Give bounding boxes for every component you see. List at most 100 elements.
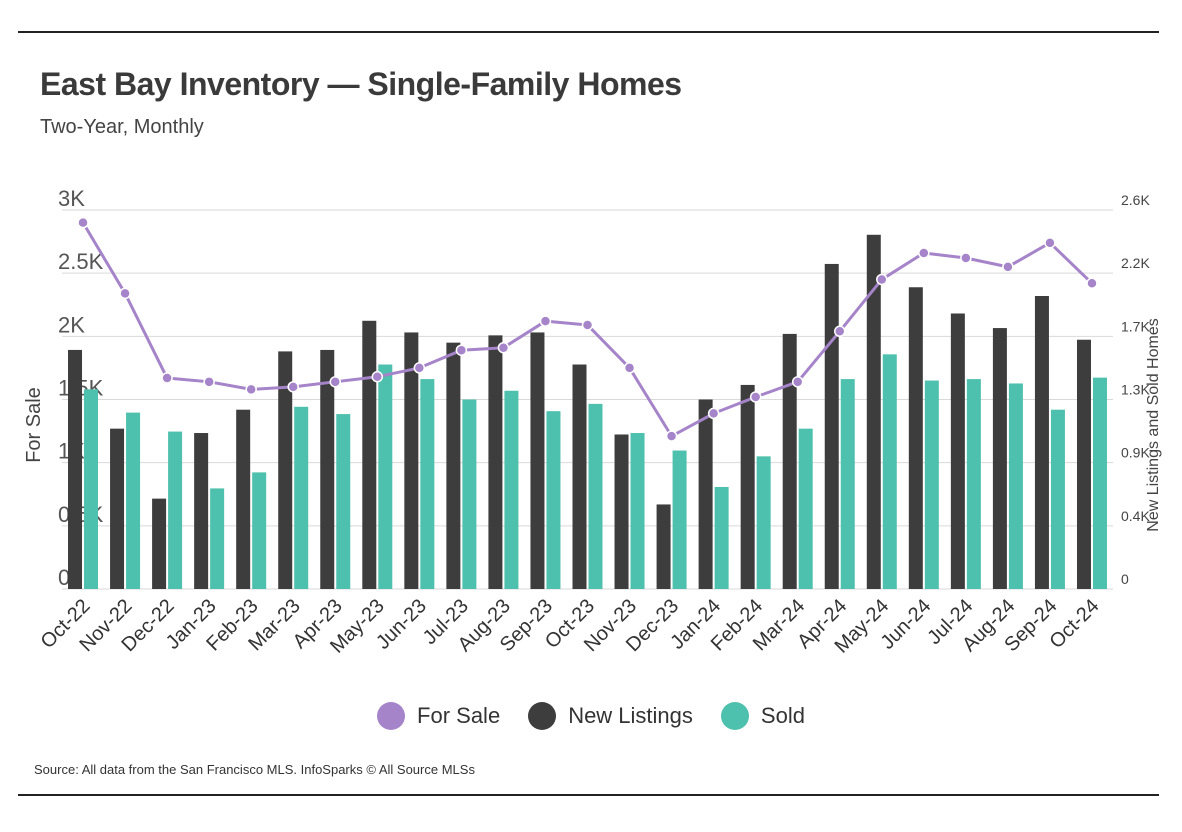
- point-for-sale: [77, 216, 89, 229]
- bar-new-listings: [782, 333, 797, 589]
- y2-axis-label: New Listings and Sold Homes: [1145, 318, 1162, 531]
- y2-tick-label: 2.6K: [1121, 192, 1150, 208]
- chart-plot: 000.5K0.4K1K0.9K1.5K1.3K2K1.7K2.5K2.2K3K…: [23, 186, 1162, 658]
- bar-sold: [84, 389, 99, 589]
- point-for-sale: [203, 376, 215, 388]
- point-for-sale: [918, 247, 930, 259]
- bar-new-listings: [698, 399, 713, 589]
- bar-new-listings: [1076, 339, 1091, 589]
- point-for-sale: [1086, 277, 1098, 290]
- y2-tick-label: 0.4K: [1121, 508, 1150, 524]
- point-for-sale: [833, 325, 846, 338]
- bar-new-listings: [194, 433, 209, 589]
- bar-new-listings: [908, 287, 923, 589]
- bar-new-listings: [278, 351, 293, 589]
- point-for-sale: [371, 371, 384, 383]
- top-rule: [18, 31, 1159, 33]
- point-for-sale: [287, 381, 299, 393]
- bar-new-listings: [320, 349, 335, 589]
- bar-sold: [210, 488, 225, 589]
- y2-tick-label: 2.2K: [1121, 255, 1150, 271]
- point-for-sale: [749, 391, 762, 403]
- bar-sold: [672, 450, 687, 589]
- point-for-sale: [876, 273, 888, 286]
- point-for-sale: [1044, 237, 1056, 249]
- point-for-sale: [497, 341, 510, 354]
- source-note: Source: All data from the San Francisco …: [34, 762, 475, 777]
- bar-sold: [420, 379, 435, 589]
- bar-sold: [378, 364, 393, 589]
- bar-sold: [168, 431, 183, 589]
- legend-item-sold[interactable]: Sold: [720, 702, 805, 730]
- y-tick-label: 0: [58, 565, 70, 590]
- bar-sold: [756, 456, 771, 589]
- bar-new-listings: [866, 234, 881, 589]
- bar-new-listings: [530, 332, 545, 589]
- legend-swatch-sold: [720, 702, 749, 730]
- bar-new-listings: [152, 498, 167, 589]
- bar-sold: [504, 390, 519, 589]
- point-for-sale: [455, 344, 468, 356]
- bar-sold: [798, 428, 813, 589]
- y2-tick-label: 1.7K: [1121, 318, 1150, 334]
- point-for-sale: [539, 315, 552, 327]
- bar-sold: [840, 379, 855, 589]
- chart-title: East Bay Inventory — Single-Family Homes: [40, 66, 682, 102]
- bar-new-listings: [1034, 296, 1049, 589]
- y-tick-label: 2.5K: [58, 249, 104, 274]
- point-for-sale: [623, 362, 636, 374]
- legend-label-sold: Sold: [760, 703, 805, 728]
- bar-new-listings: [362, 320, 377, 589]
- point-for-sale: [665, 430, 678, 442]
- legend-label-new-listings: New Listings: [568, 703, 693, 728]
- bar-sold: [714, 486, 729, 589]
- bar-sold: [252, 472, 267, 589]
- bar-new-listings: [824, 263, 839, 589]
- bar-new-listings: [110, 428, 125, 589]
- bar-sold: [462, 399, 477, 589]
- bar-new-listings: [404, 332, 419, 589]
- bar-sold: [882, 354, 897, 589]
- bar-sold: [294, 406, 309, 589]
- legend: For Sale New Listings Sold: [0, 702, 1182, 730]
- bar-new-listings: [614, 434, 629, 589]
- legend-label-for-sale: For Sale: [417, 703, 501, 728]
- bar-new-listings: [446, 342, 461, 589]
- bar-sold: [1008, 383, 1023, 589]
- point-for-sale: [791, 376, 804, 388]
- y-tick-label: 2K: [58, 312, 85, 337]
- bar-sold: [336, 414, 351, 589]
- bar-new-listings: [488, 335, 503, 589]
- bar-new-listings: [656, 504, 671, 589]
- bar-new-listings: [68, 349, 83, 589]
- bar-new-listings: [950, 313, 965, 589]
- y2-tick-label: 1.3K: [1121, 382, 1150, 398]
- bar-sold: [924, 380, 939, 589]
- bar-sold: [630, 433, 645, 589]
- bar-new-listings: [236, 409, 251, 589]
- legend-item-new-listings[interactable]: New Listings: [528, 702, 693, 730]
- bar-sold: [546, 411, 561, 589]
- point-for-sale: [581, 319, 594, 331]
- legend-swatch-new-listings: [528, 702, 557, 730]
- bar-sold: [126, 412, 141, 589]
- bar-new-listings: [740, 384, 755, 589]
- bar-new-listings: [572, 364, 587, 589]
- point-for-sale: [1002, 261, 1014, 273]
- point-for-sale: [960, 252, 972, 264]
- chart-subtitle: Two-Year, Monthly: [40, 116, 204, 138]
- bar-new-listings: [992, 328, 1007, 589]
- point-for-sale: [245, 383, 257, 396]
- legend-swatch-for-sale: [377, 702, 406, 730]
- bottom-rule: [18, 794, 1159, 796]
- point-for-sale: [329, 376, 342, 388]
- bar-sold: [1092, 377, 1107, 589]
- y-axis-label: For Sale: [23, 387, 45, 463]
- point-for-sale: [707, 407, 720, 420]
- bar-sold: [966, 379, 981, 589]
- legend-item-for-sale[interactable]: For Sale: [377, 702, 500, 730]
- y2-tick-label: 0: [1121, 571, 1129, 587]
- y-tick-label: 3K: [58, 186, 85, 211]
- y2-tick-label: 0.9K: [1121, 445, 1150, 461]
- point-for-sale: [119, 287, 131, 300]
